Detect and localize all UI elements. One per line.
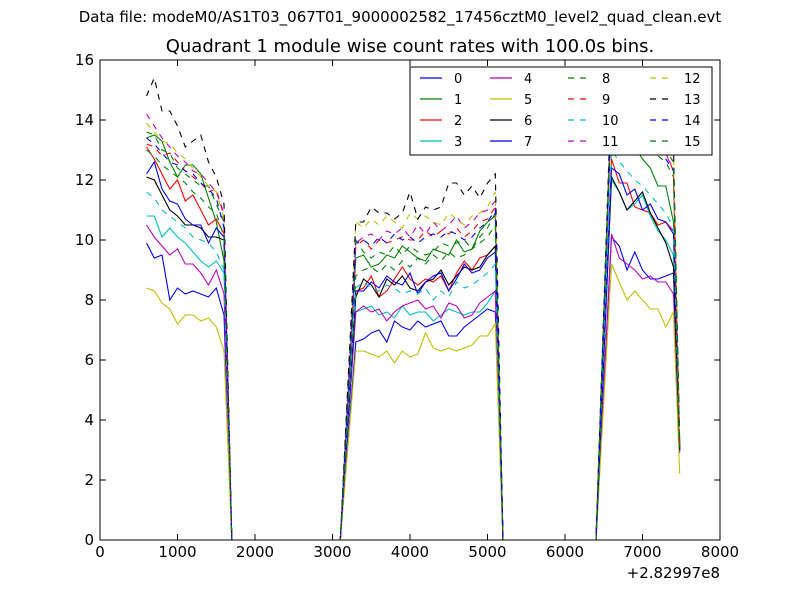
x-tick-label: 8000 (701, 543, 739, 561)
legend-label-9: 9 (602, 93, 610, 108)
legend-label-5: 5 (524, 93, 532, 108)
legend-label-14: 14 (684, 114, 701, 129)
x-tick-label: 7000 (623, 543, 661, 561)
x-tick-label: 3000 (313, 543, 351, 561)
x-offset-label: +2.82997e8 (627, 564, 720, 582)
legend-label-7: 7 (524, 135, 532, 150)
legend-label-8: 8 (602, 72, 610, 87)
y-tick-label: 0 (84, 531, 94, 549)
legend-label-2: 2 (454, 114, 462, 129)
legend-label-10: 10 (602, 114, 619, 129)
y-tick-label: 12 (75, 171, 94, 189)
y-tick-label: 4 (84, 411, 94, 429)
legend-label-15: 15 (684, 135, 701, 150)
y-tick-label: 14 (75, 111, 94, 129)
figure-suptitle: Data file: modeM0/AS1T03_067T01_90000025… (78, 8, 722, 26)
legend-label-12: 12 (684, 72, 701, 87)
series-line-4 (146, 224, 681, 541)
x-tick-label: 1000 (158, 543, 196, 561)
legend-label-0: 0 (454, 72, 462, 87)
x-tick-label: 2000 (236, 543, 274, 561)
legend-label-3: 3 (454, 135, 462, 150)
legend-box (409, 66, 713, 156)
y-tick-label: 8 (84, 291, 94, 309)
x-tick-label: 5000 (468, 543, 506, 561)
axis-ticks: 0 1000 2000 3000 4000 5000 6000 7000 80000246810… (75, 51, 739, 561)
chart-title: Quadrant 1 module wise count rates with … (165, 36, 655, 57)
x-tick-label: 4000 (391, 543, 429, 561)
x-tick-label: 6000 (546, 543, 584, 561)
y-tick-label: 16 (75, 51, 94, 69)
y-tick-label: 2 (84, 471, 94, 489)
legend-label-1: 1 (454, 93, 462, 108)
legend-label-13: 13 (684, 93, 701, 108)
y-tick-label: 6 (84, 351, 94, 369)
legend-label-6: 6 (524, 114, 532, 129)
y-tick-label: 10 (75, 231, 94, 249)
x-tick-label: 0 (95, 543, 105, 561)
legend-label-4: 4 (524, 72, 532, 87)
legend-label-11: 11 (602, 135, 619, 150)
